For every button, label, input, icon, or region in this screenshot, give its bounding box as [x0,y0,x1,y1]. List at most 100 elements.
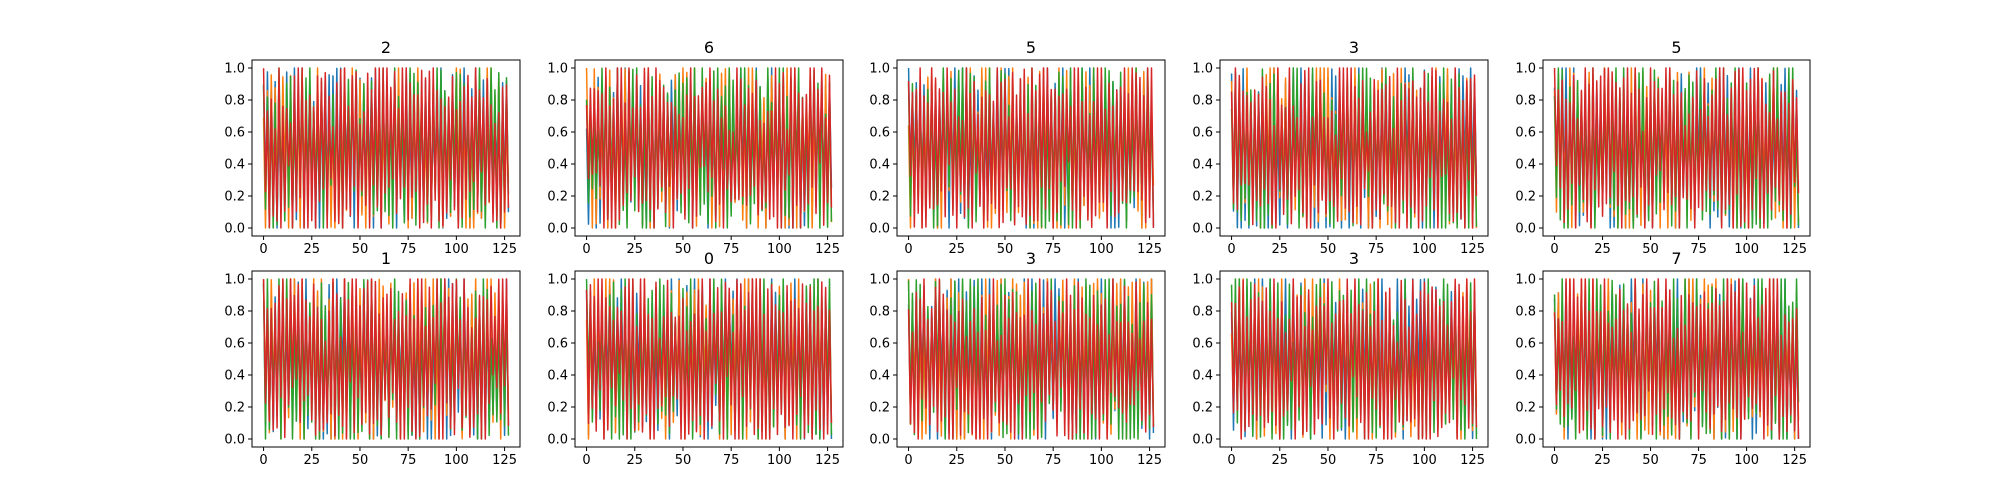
y-tick-label: 0.0 [547,433,568,448]
y-tick-label: 1.0 [547,62,568,77]
y-tick-label: 0.8 [1515,305,1536,320]
subplot-5: 0 25 50 75 100 125 0.0 0.2 0.4 0.6 0.8 1.0 1 [224,249,521,468]
x-tick-label: 25 [948,453,965,468]
x-tick-label: 50 [675,242,692,257]
x-tick-label: 0 [1227,453,1235,468]
series-line-3 [1553,67,1800,229]
y-tick-label: 0.2 [1192,190,1213,205]
x-tick-label: 0 [904,453,912,468]
y-tick-label: 0.0 [224,222,245,237]
x-tick-label: 125 [1137,242,1162,257]
x-tick-label: 75 [1045,453,1062,468]
y-tick-label: 0.2 [1515,401,1536,416]
y-tick-label: 0.4 [869,369,890,384]
x-tick-label: 0 [259,242,267,257]
subplot-1: 0 25 50 75 100 125 0.0 0.2 0.4 0.6 0.8 1.0 6 [547,38,844,257]
y-tick-label: 0.6 [547,126,568,141]
axes-frame [1219,270,1489,448]
y-tick-label: 0.8 [1515,94,1536,109]
x-tick-label: 125 [815,453,840,468]
x-tick-label: 50 [352,453,369,468]
y-tick-label: 0.6 [224,126,245,141]
subplot-2: 0 25 50 75 100 125 0.0 0.2 0.4 0.6 0.8 1.0 5 [869,38,1166,257]
y-tick-label: 0.0 [869,433,890,448]
series-line-3 [907,278,1155,440]
y-tick-label: 0.4 [1192,369,1213,384]
axes-frame [1542,270,1811,448]
y-tick-label: 0.8 [1192,94,1213,109]
y-tick-label: 1.0 [224,62,245,77]
subplot-title: 6 [704,38,714,57]
x-tick-label: 50 [997,453,1014,468]
x-tick-label: 50 [997,242,1014,257]
axes-frame [1219,59,1489,237]
y-tick-label: 0.8 [869,305,890,320]
y-tick-label: 0.0 [1515,433,1536,448]
x-tick-label: 25 [1594,242,1611,257]
y-tick-label: 0.4 [224,158,245,173]
subplot-title: 2 [381,38,391,57]
y-tick-label: 0.4 [224,369,245,384]
subplot-title: 3 [1349,249,1359,268]
x-tick-label: 50 [1320,453,1337,468]
series-line-3 [1553,278,1800,440]
y-tick-label: 0.6 [1192,126,1213,141]
y-tick-label: 0.8 [1192,305,1213,320]
subplot-3: 0 25 50 75 100 125 0.0 0.2 0.4 0.6 0.8 1.0 3 [1192,38,1489,257]
series-line-3 [1230,67,1478,229]
subplot-8: 0 25 50 75 100 125 0.0 0.2 0.4 0.6 0.8 1.0 3 [1192,249,1489,468]
x-tick-label: 0 [1227,242,1235,257]
x-tick-label: 125 [815,242,840,257]
x-tick-label: 0 [582,242,590,257]
x-tick-label: 75 [400,453,417,468]
x-tick-label: 100 [1089,453,1114,468]
y-tick-label: 0.2 [869,401,890,416]
subplot-title: 5 [1671,38,1681,57]
subplot-6: 0 25 50 75 100 125 0.0 0.2 0.4 0.6 0.8 1.0 0 [547,249,844,468]
subplot-4: 0 25 50 75 100 125 0.0 0.2 0.4 0.6 0.8 1.0 5 [1515,38,1811,257]
x-tick-label: 100 [1734,453,1759,468]
x-tick-label: 25 [303,242,320,257]
subplot-title: 7 [1671,249,1681,268]
x-tick-label: 100 [1734,242,1759,257]
y-tick-label: 0.2 [1515,190,1536,205]
x-tick-label: 25 [626,242,643,257]
y-tick-label: 0.0 [1192,222,1213,237]
x-tick-label: 50 [1642,453,1659,468]
y-tick-label: 0.8 [224,94,245,109]
x-tick-label: 50 [352,242,369,257]
x-tick-label: 75 [400,242,417,257]
series-line-3 [262,278,510,440]
y-tick-label: 0.4 [1515,158,1536,173]
series-line-3 [262,67,510,229]
y-tick-label: 0.0 [547,222,568,237]
y-tick-label: 0.0 [1515,222,1536,237]
y-tick-label: 0.2 [224,401,245,416]
x-tick-label: 25 [626,453,643,468]
x-tick-label: 75 [1690,242,1707,257]
axes-frame [251,59,521,237]
x-tick-label: 125 [1460,242,1485,257]
subplot-title: 0 [704,249,714,268]
x-tick-label: 75 [1690,453,1707,468]
y-tick-label: 0.2 [547,190,568,205]
y-tick-label: 1.0 [224,273,245,288]
axes-frame [574,270,844,448]
subplot-title: 5 [1026,38,1036,57]
y-tick-label: 1.0 [547,273,568,288]
x-tick-label: 50 [675,453,692,468]
x-tick-label: 0 [582,453,590,468]
x-tick-label: 125 [492,453,517,468]
x-tick-label: 125 [1460,453,1485,468]
x-tick-label: 50 [1642,242,1659,257]
x-tick-label: 25 [1271,453,1288,468]
x-tick-label: 25 [1594,453,1611,468]
series-line-3 [907,67,1155,229]
y-tick-label: 0.6 [1515,337,1536,352]
y-tick-label: 0.8 [869,94,890,109]
y-tick-label: 0.6 [1515,126,1536,141]
y-tick-label: 0.2 [547,401,568,416]
y-tick-label: 0.2 [1192,401,1213,416]
x-tick-label: 100 [1412,453,1437,468]
